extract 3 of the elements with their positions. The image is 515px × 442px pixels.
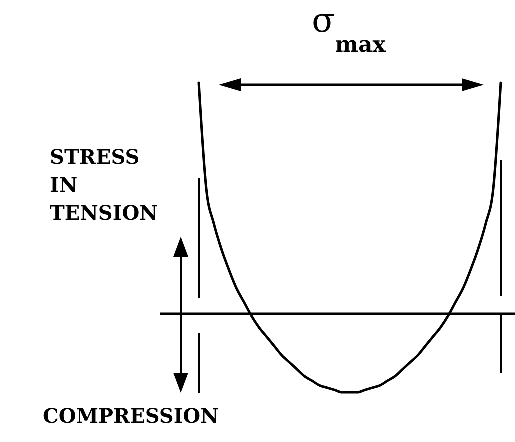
text: σ$_{max}$ [312, 1, 387, 58]
text: STRESS IN TENSION [50, 145, 158, 225]
text: COMPRESSION [43, 404, 219, 428]
